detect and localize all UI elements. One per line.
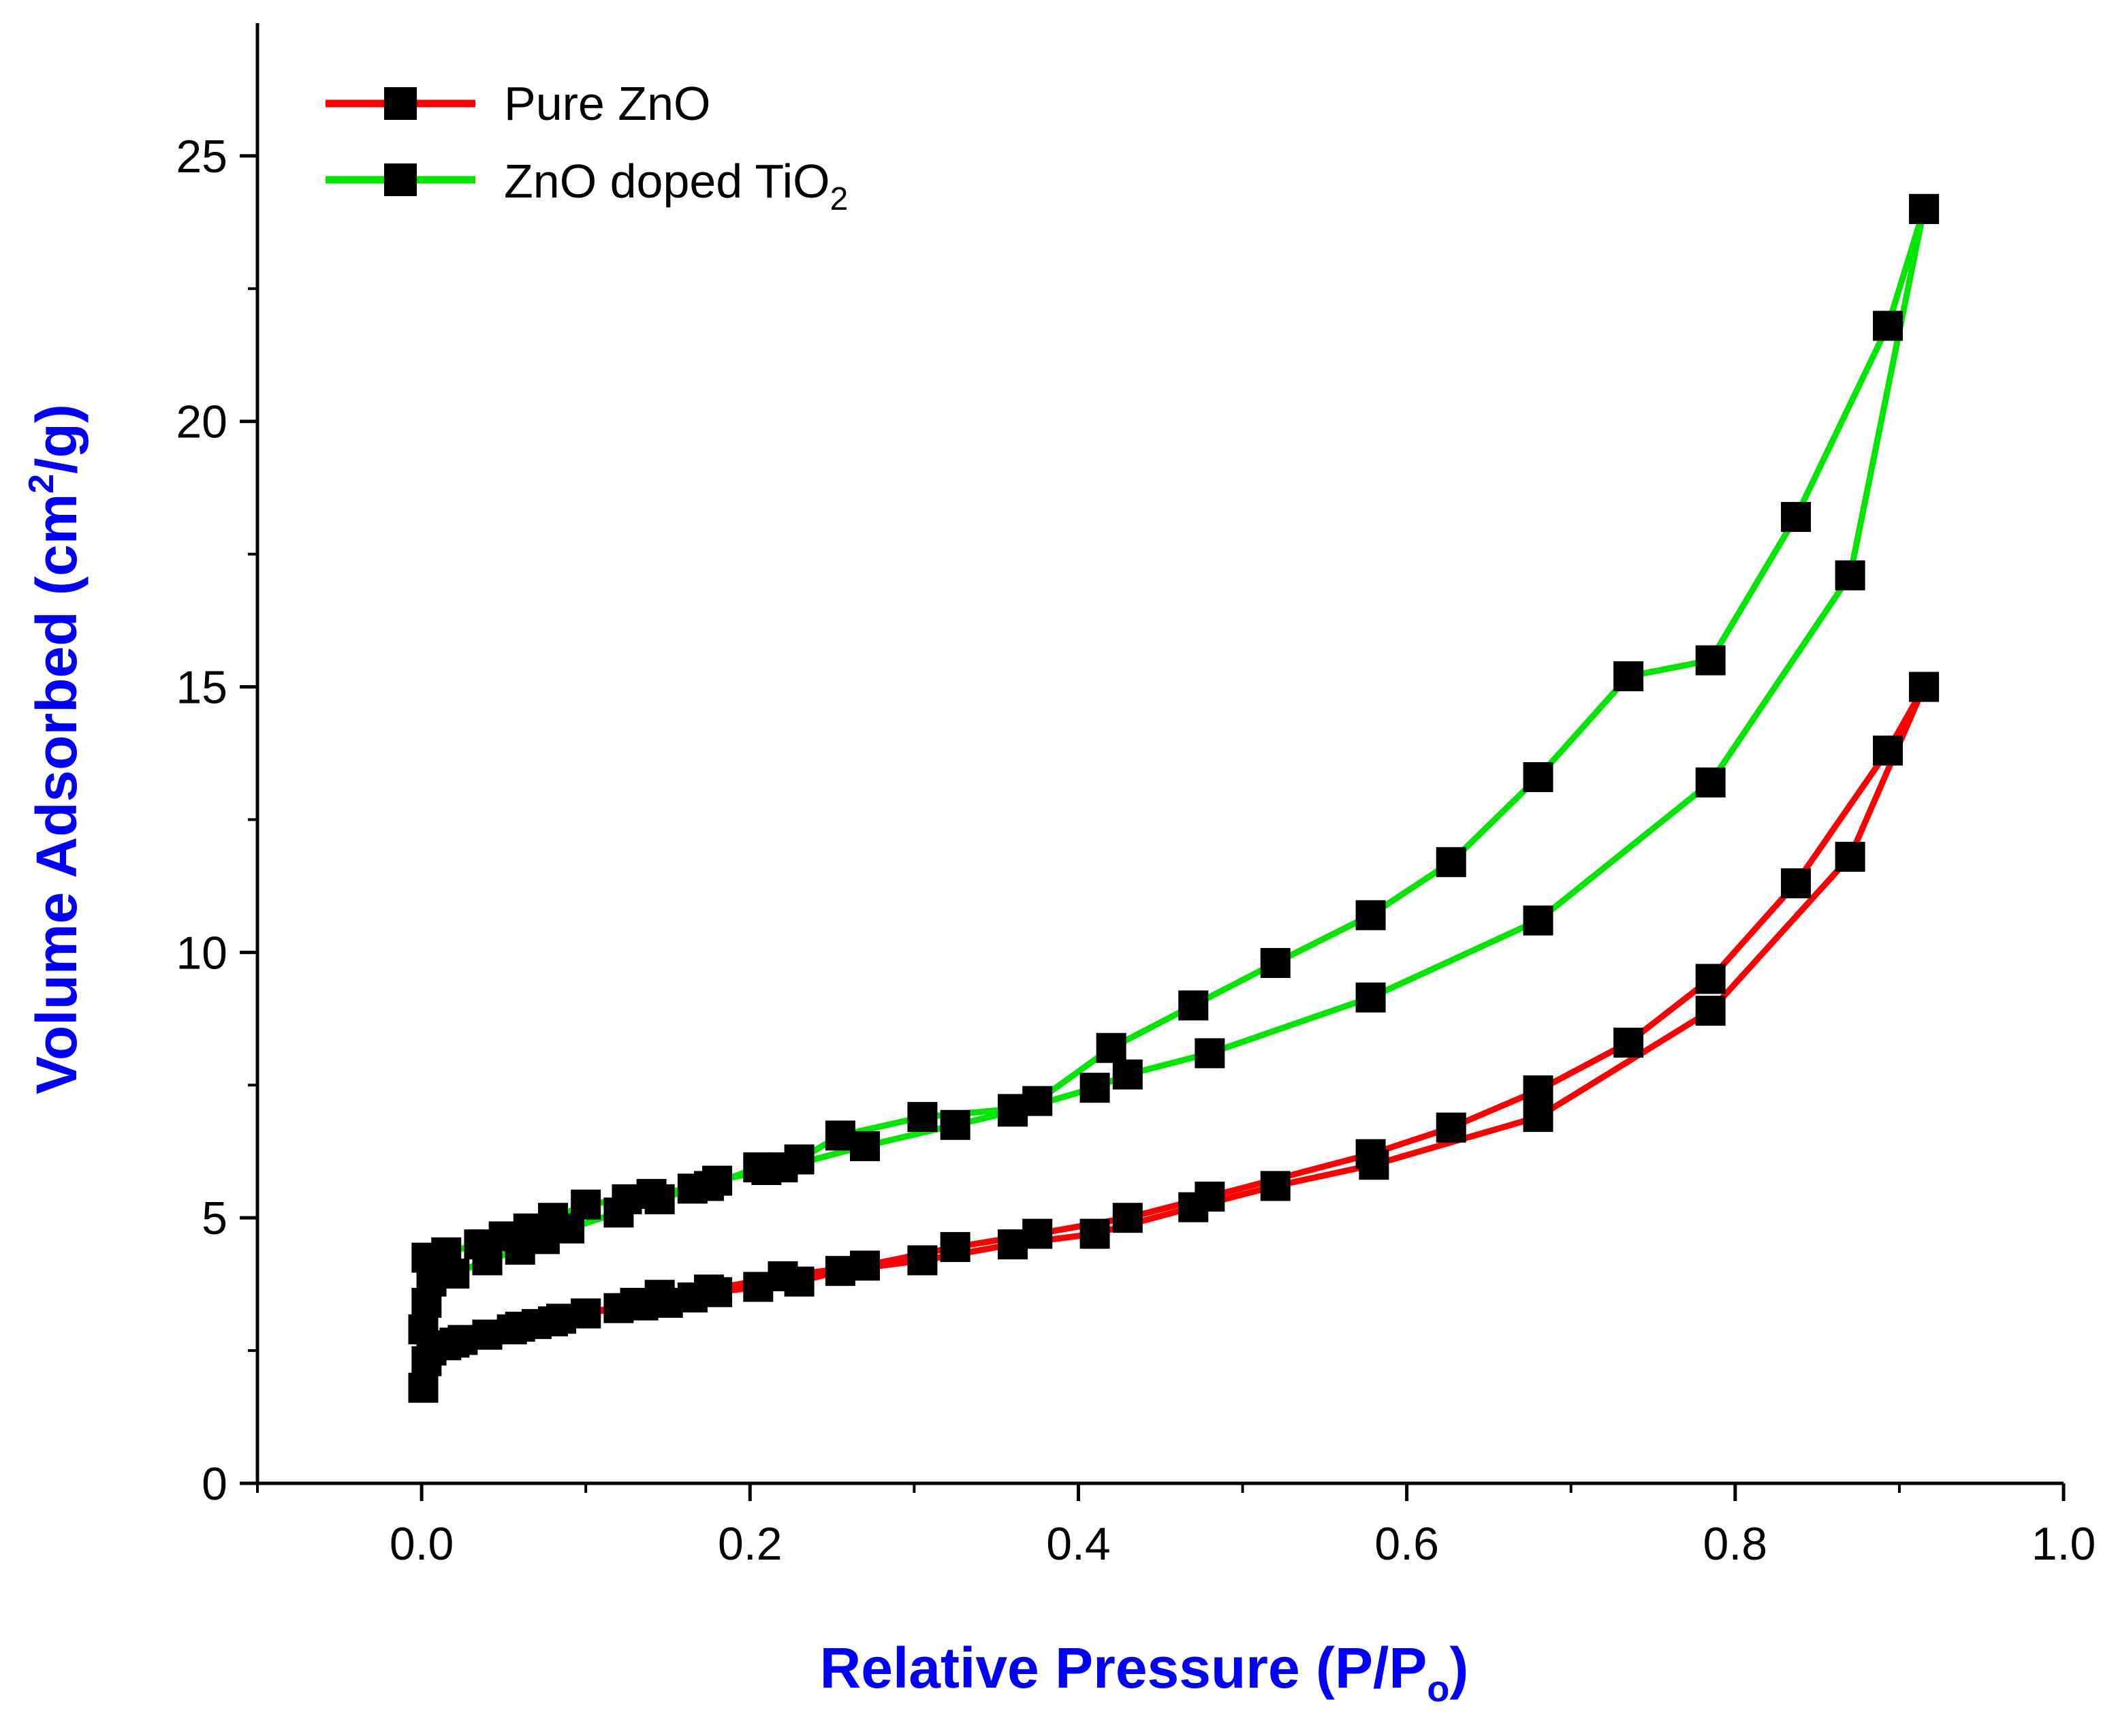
data-point-1-adsorption: [1835, 560, 1865, 590]
y-axis-title: Volume Adsorbed (cm2/g): [22, 404, 89, 1094]
legend-entry-pure-zno: Pure ZnO: [326, 77, 710, 130]
legend-entry-zno-doped-tio2: ZnO doped TiO2: [326, 155, 848, 217]
data-point-0-desorption: [1022, 1218, 1053, 1249]
legend: Pure ZnO ZnO doped TiO2: [326, 77, 848, 217]
data-point-0-desorption: [768, 1261, 798, 1291]
legend-label-zno-doped-tio2-sub: 2: [830, 181, 849, 217]
data-point-1-desorption: [694, 1171, 724, 1201]
data-point-0-desorption: [694, 1274, 724, 1305]
legend-label-zno-doped-tio2: ZnO doped TiO2: [504, 155, 848, 217]
data-point-0-desorption: [1873, 736, 1904, 766]
x-tick-label: 0.6: [1374, 1518, 1439, 1570]
legend-label-pure-zno: Pure ZnO: [504, 77, 710, 130]
x-tick-label: 0.8: [1703, 1518, 1768, 1570]
x-axis-title-sub: o: [1427, 1669, 1449, 1709]
data-point-1-desorption: [612, 1184, 642, 1214]
data-point-1-desorption: [1781, 502, 1812, 533]
plot-area: [408, 193, 1940, 1403]
data-point-1-desorption: [1695, 645, 1726, 676]
x-tick-label: 0.2: [718, 1518, 783, 1570]
axes: 0 5 10 15 20 25 0.0 0.2 0.4 0.6 0.8 1.0: [176, 23, 2096, 1570]
x-tick-label: 0.4: [1046, 1518, 1111, 1570]
data-point-0-desorption: [537, 1306, 568, 1337]
y-axis-title-sup: 2: [22, 474, 61, 494]
data-point-0-adsorption: [907, 1245, 938, 1276]
data-point-0-desorption: [1695, 964, 1726, 994]
x-axis-title: Relative Pressure (P/Po): [820, 1636, 1469, 1709]
data-point-1-desorption: [1096, 1032, 1126, 1063]
data-point-0-desorption: [505, 1312, 535, 1342]
data-point-0-desorption: [472, 1319, 503, 1350]
data-point-0-desorption: [1112, 1203, 1143, 1233]
data-point-1-desorption: [1613, 661, 1644, 691]
data-point-1-desorption: [1436, 847, 1466, 877]
x-axis-title-main: Relative Pressure (P/P: [820, 1636, 1427, 1700]
data-point-1-desorption: [1260, 947, 1291, 978]
y-ticks: 0 5 10 15 20 25: [176, 131, 257, 1510]
legend-label-zno-doped-tio2-main: ZnO doped TiO: [504, 155, 830, 208]
y-tick-label: 5: [202, 1193, 227, 1244]
data-point-1-desorption: [998, 1094, 1028, 1124]
data-point-1-desorption: [784, 1144, 815, 1175]
data-point-0-adsorption: [1523, 1102, 1553, 1133]
data-point-0-adsorption: [1079, 1218, 1110, 1249]
data-point-0-desorption: [1195, 1181, 1225, 1212]
data-point-1-adsorption: [408, 1314, 439, 1344]
data-point-1-desorption: [1523, 762, 1553, 793]
data-point-1-desorption: [1873, 311, 1904, 341]
data-point-0-desorption: [940, 1232, 970, 1263]
series-line-1-desorption: [426, 208, 1927, 1261]
data-point-0-desorption: [1909, 672, 1940, 702]
y-axis-title-end: /g): [25, 404, 89, 474]
data-point-1-desorption: [1178, 990, 1209, 1021]
data-point-1-adsorption: [940, 1109, 970, 1140]
data-point-1-desorption: [571, 1189, 601, 1220]
x-ticks: 0.0 0.2 0.4 0.6 0.8 1.0: [256, 1483, 2096, 1570]
data-point-0-adsorption: [1695, 996, 1726, 1026]
data-point-1-desorption: [464, 1229, 494, 1260]
data-point-1-desorption: [1355, 900, 1386, 930]
data-point-1-adsorption: [1079, 1073, 1110, 1103]
x-tick-label: 1.0: [2032, 1518, 2096, 1570]
data-point-0-desorption: [620, 1287, 650, 1318]
data-point-1-adsorption: [1355, 982, 1386, 1013]
data-point-1-adsorption: [1695, 767, 1726, 798]
data-point-1-desorption: [411, 1242, 442, 1273]
y-tick-label: 15: [176, 662, 227, 714]
data-point-0-desorption: [1613, 1027, 1644, 1058]
y-tick-label: 0: [202, 1458, 227, 1510]
legend-marker-zno-doped-tio2: [384, 163, 417, 196]
data-point-1-adsorption: [1523, 905, 1553, 936]
x-tick-label: 0.0: [390, 1518, 454, 1570]
data-point-1-desorption: [1909, 193, 1940, 224]
data-point-0-adsorption: [1260, 1171, 1291, 1201]
data-point-0-desorption: [1523, 1075, 1553, 1106]
y-tick-label: 25: [176, 131, 227, 183]
series-markers: [408, 193, 1940, 1403]
legend-marker-pure-zno: [384, 87, 417, 120]
data-point-0-desorption: [1355, 1139, 1386, 1169]
x-axis-title-end: ): [1449, 1636, 1468, 1700]
data-point-0-desorption: [571, 1298, 601, 1329]
y-axis-title-main: Volume Adsorbed (cm: [25, 494, 89, 1094]
y-tick-label: 10: [176, 927, 227, 979]
data-point-1-adsorption: [1195, 1038, 1225, 1069]
data-point-1-desorption: [743, 1152, 774, 1183]
data-point-0-adsorption: [1835, 842, 1865, 872]
data-point-0-desorption: [1436, 1112, 1466, 1143]
data-point-0-desorption: [850, 1250, 881, 1281]
data-point-0-desorption: [439, 1327, 470, 1358]
data-point-0-desorption: [1781, 868, 1812, 899]
y-tick-label: 20: [176, 396, 227, 448]
data-point-0-adsorption: [408, 1372, 439, 1403]
data-point-1-desorption: [825, 1120, 855, 1151]
data-point-1-desorption: [907, 1102, 938, 1133]
data-point-1-adsorption: [1112, 1059, 1143, 1090]
